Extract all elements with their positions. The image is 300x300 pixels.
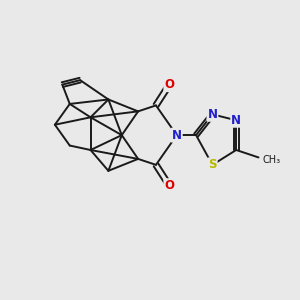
Text: CH₃: CH₃ <box>263 155 281 165</box>
Text: N: N <box>207 108 218 121</box>
Text: N: N <box>231 114 241 127</box>
Text: O: O <box>164 78 174 91</box>
Text: O: O <box>164 179 174 192</box>
Text: N: N <box>172 129 182 142</box>
Text: S: S <box>208 158 217 171</box>
